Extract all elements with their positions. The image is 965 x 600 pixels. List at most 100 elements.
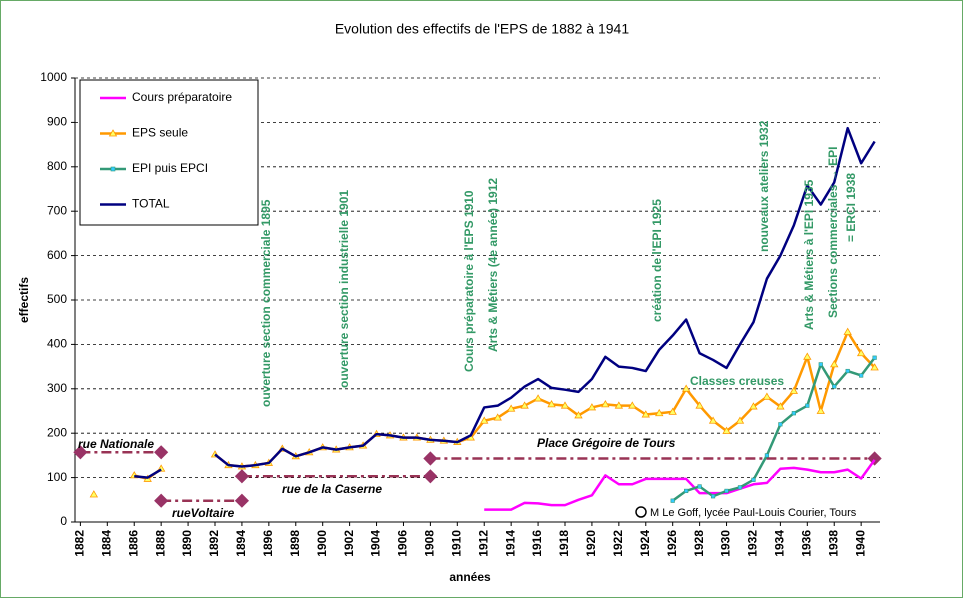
credit: M Le Goff, lycée Paul-Louis Courier, Tou… <box>650 507 857 519</box>
marker <box>843 327 852 335</box>
legend-label: EPI puis EPCI <box>132 161 208 175</box>
marker <box>655 408 664 417</box>
legend-box <box>79 79 259 226</box>
x-tick-label: 1916 <box>530 530 544 557</box>
marker <box>574 411 583 419</box>
marker <box>735 416 745 424</box>
marker <box>776 402 785 410</box>
annotation: Arts & Métiers (4e année) 1912 <box>486 178 500 352</box>
annotation: Classes creuses <box>690 374 784 388</box>
y-tick-label: 1000 <box>40 70 67 84</box>
x-tick-label: 1922 <box>611 530 625 557</box>
legend: Cours préparatoire EPS seule EPI puis EPCI… <box>79 79 259 226</box>
marker <box>670 498 675 503</box>
annotation: ouverture section industrielle 1901 <box>337 190 351 388</box>
annotation: Cours préparatoire à l'EPS 1910 <box>462 190 476 372</box>
x-tick-label: 1910 <box>449 530 463 557</box>
annotation: = ERCI 1938 <box>844 173 858 242</box>
location-marker <box>154 493 169 508</box>
location-marker <box>867 451 882 466</box>
annotation: création de l'EPI 1925 <box>650 199 664 322</box>
marker <box>560 401 570 409</box>
series-line <box>671 356 876 502</box>
x-tick-label: 1884 <box>99 530 113 557</box>
location-marker <box>154 445 169 460</box>
marker <box>587 403 597 411</box>
marker <box>641 410 650 418</box>
y-tick-label: 200 <box>47 425 67 439</box>
location-label: Place Grégoire de Tours <box>537 436 676 450</box>
location-marker <box>423 469 438 484</box>
y-tick-label: 100 <box>47 470 67 484</box>
x-tick-label: 1886 <box>126 530 140 557</box>
legend-label: EPS seule <box>132 126 188 140</box>
marker <box>764 453 770 458</box>
marker <box>668 407 677 415</box>
marker <box>845 368 850 374</box>
y-tick-label: 800 <box>47 159 67 173</box>
legend-marker <box>110 166 116 172</box>
location-label: rue de la Caserne <box>282 482 382 496</box>
marker <box>480 416 489 424</box>
y-tick-label: 600 <box>47 248 67 262</box>
x-tick-label: 1928 <box>692 530 706 557</box>
marker <box>762 392 772 400</box>
annotation: ouverture section commerciale 1895 <box>259 199 273 407</box>
x-tick-label: 1902 <box>342 530 356 557</box>
legend-marker <box>108 129 118 137</box>
x-tick-label: 1932 <box>746 530 760 557</box>
marker <box>601 400 610 408</box>
marker <box>778 422 783 427</box>
x-tick-label: 1930 <box>719 530 733 557</box>
x-tick-label: 1908 <box>423 530 437 557</box>
marker <box>805 403 810 408</box>
marker <box>872 355 877 360</box>
series-line <box>484 459 876 511</box>
y-tick-label: 500 <box>47 292 67 306</box>
marker <box>533 394 543 402</box>
marker <box>708 416 718 424</box>
location-label: rueVoltaire <box>172 506 235 520</box>
x-tick-label: 1926 <box>665 530 679 557</box>
x-tick-label: 1900 <box>315 530 329 557</box>
x-tick-label: 1936 <box>799 530 813 557</box>
x-tick-label: 1918 <box>557 530 571 557</box>
marker <box>89 490 99 498</box>
x-tick-label: 1882 <box>73 530 87 557</box>
legend-label: Cours préparatoire <box>132 90 232 104</box>
marker <box>520 401 529 409</box>
marker <box>695 401 704 409</box>
x-tick-label: 1888 <box>153 530 167 557</box>
y-tick-label: 0 <box>60 514 67 528</box>
credit-icon <box>635 506 647 518</box>
x-axis-label: années <box>449 570 491 584</box>
x-tick-label: 1896 <box>261 530 275 557</box>
x-tick-label: 1920 <box>584 530 598 557</box>
marker <box>681 384 691 392</box>
y-tick-label: 700 <box>47 203 67 217</box>
marker <box>789 386 799 394</box>
x-tick-label: 1906 <box>396 530 410 557</box>
marker <box>506 404 516 412</box>
x-tick-label: 1890 <box>180 530 194 557</box>
marker <box>856 348 866 357</box>
x-tick-label: 1940 <box>853 530 867 557</box>
location-marker <box>423 451 438 466</box>
marker <box>737 485 743 490</box>
marker <box>870 363 879 371</box>
marker <box>724 488 729 494</box>
location-marker <box>234 469 249 484</box>
series-line <box>134 126 876 479</box>
marker <box>816 406 825 414</box>
marker <box>830 360 839 368</box>
x-tick-label: 1894 <box>234 530 248 557</box>
marker <box>749 402 758 410</box>
annotation: nouveaux ateliers 1932 <box>757 120 771 252</box>
marker <box>697 484 702 489</box>
marker <box>722 426 731 434</box>
x-tick-label: 1938 <box>826 530 840 557</box>
marker <box>751 477 756 482</box>
y-tick-label: 300 <box>47 381 67 395</box>
x-tick-label: 1898 <box>288 530 302 557</box>
